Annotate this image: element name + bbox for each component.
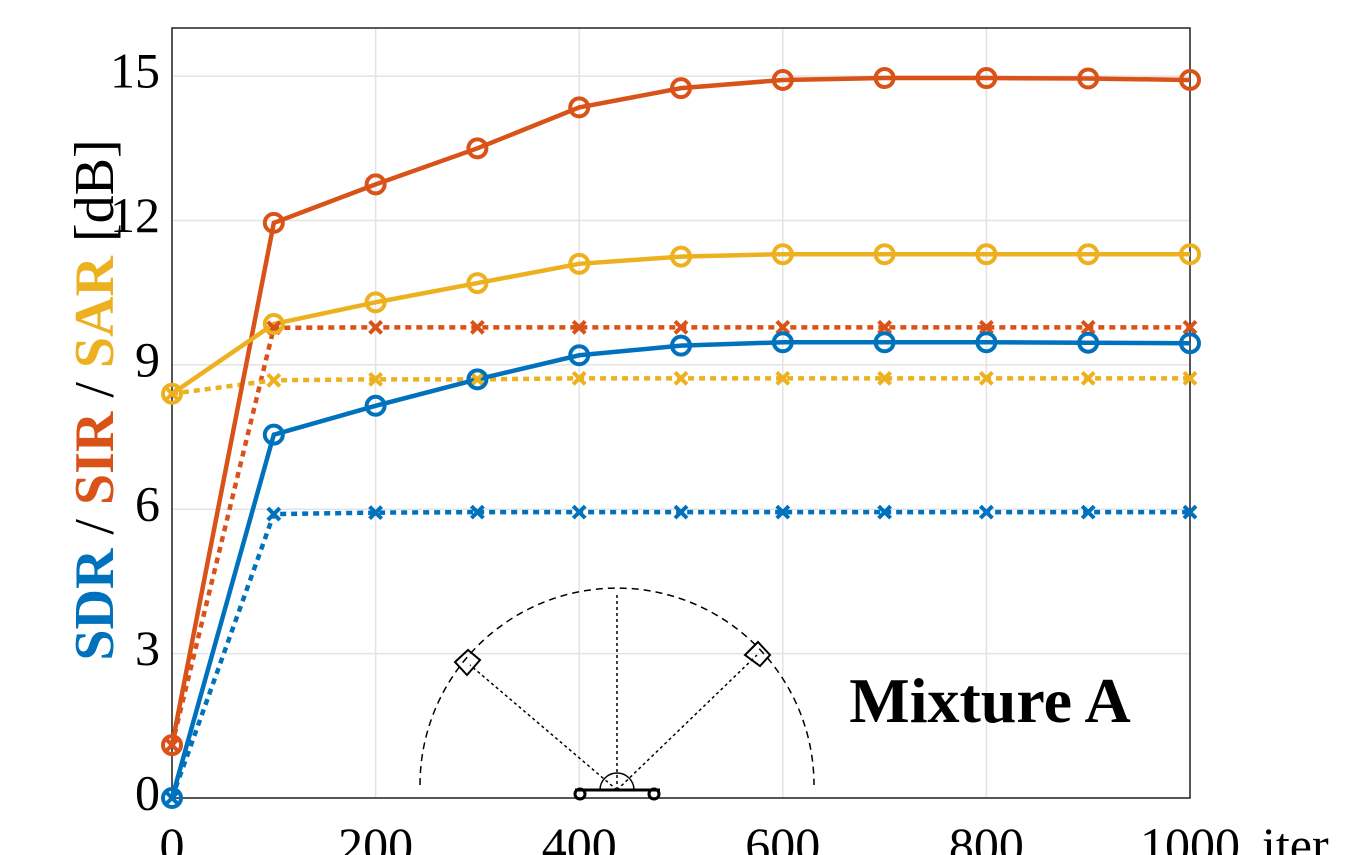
y-tick-label: 12 <box>110 187 160 243</box>
x-tick-label: 400 <box>542 817 617 855</box>
y-label-part: / <box>64 382 126 398</box>
x-tick-label: 600 <box>745 817 820 855</box>
x-axis-label: iter <box>1262 817 1329 855</box>
y-label-part: / <box>64 519 126 535</box>
annotation: Mixture A <box>849 665 1130 736</box>
y-tick-label: 9 <box>135 331 160 387</box>
y-label-part: SIR <box>64 411 126 505</box>
y-tick-label: 6 <box>135 476 160 532</box>
x-tick-label: 1000 <box>1140 817 1240 855</box>
y-label-part: SDR <box>64 548 126 661</box>
line <box>172 512 1190 798</box>
y-tick-label: 0 <box>135 764 160 820</box>
y-tick-label: 3 <box>135 620 160 676</box>
line <box>172 254 1190 394</box>
setup-diagram <box>420 588 814 799</box>
marker <box>1082 372 1094 384</box>
marker <box>268 374 280 386</box>
line <box>172 78 1190 745</box>
chart: Mixture A SDR / SIR / SAR [dB] 036912150… <box>0 0 1354 855</box>
y-label-part: SAR <box>64 255 126 368</box>
x-tick-label: 800 <box>949 817 1024 855</box>
x-tick-label: 0 <box>160 817 185 855</box>
y-tick-label: 15 <box>110 43 160 99</box>
marker <box>675 372 687 384</box>
x-tick-label: 200 <box>338 817 413 855</box>
